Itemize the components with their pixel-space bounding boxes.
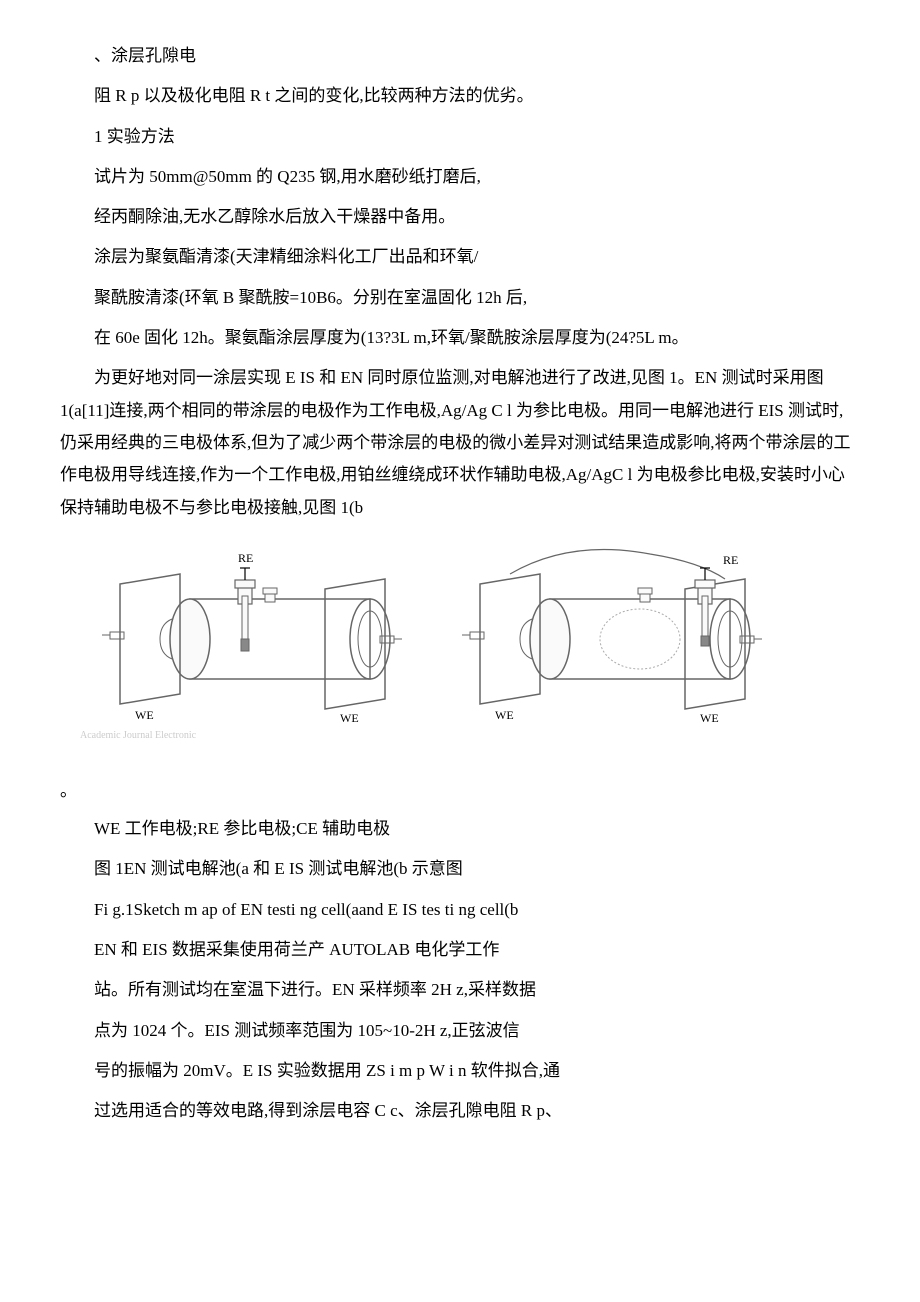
- paragraph: 为更好地对同一涂层实现 E IS 和 EN 同时原位监测,对电解池进行了改进,见…: [60, 362, 860, 523]
- stray-period: 。: [60, 775, 860, 807]
- paragraph: 点为 1024 个。EIS 测试频率范围为 105~10-2H z,正弦波信: [60, 1015, 860, 1047]
- label-we-right: WE: [700, 711, 719, 724]
- figure-caption-cn: 图 1EN 测试电解池(a 和 E IS 测试电解池(b 示意图: [60, 853, 860, 885]
- paragraph: 、涂层孔隙电: [60, 40, 860, 72]
- paragraph: 聚酰胺清漆(环氧 B 聚酰胺=10B6。分别在室温固化 12h 后,: [60, 282, 860, 314]
- paragraph: 涂层为聚氨酯清漆(天津精细涂料化工厂出品和环氧/: [60, 241, 860, 273]
- paragraph: 经丙酮除油,无水乙醇除水后放入干燥器中备用。: [60, 201, 860, 233]
- figure-1: RE WE WE: [60, 544, 860, 745]
- paragraph: EN 和 EIS 数据采集使用荷兰产 AUTOLAB 电化学工作: [60, 934, 860, 966]
- label-we-left: WE: [495, 708, 514, 722]
- figure-row: RE WE WE: [80, 544, 860, 724]
- figure-1b-svg: RE WE WE: [440, 544, 780, 724]
- watermark-text: Academic Journal Electronic: [80, 726, 860, 745]
- paragraph: 号的振幅为 20mV。E IS 实验数据用 ZS i m p W i n 软件拟…: [60, 1055, 860, 1087]
- paragraph: 站。所有测试均在室温下进行。EN 采样频率 2H z,采样数据: [60, 974, 860, 1006]
- paragraph: 在 60e 固化 12h。聚氨酯涂层厚度为(13?3L m,环氧/聚酰胺涂层厚度…: [60, 322, 860, 354]
- section-heading: 1 实验方法: [60, 121, 860, 153]
- label-we-left: WE: [135, 708, 154, 722]
- label-we-right: WE: [340, 711, 359, 724]
- paragraph: 过选用适合的等效电路,得到涂层电容 C c、涂层孔隙电阻 R p、: [60, 1095, 860, 1127]
- label-re: RE: [238, 551, 253, 565]
- label-re: RE: [723, 553, 738, 567]
- paragraph: 阻 R p 以及极化电阻 R t 之间的变化,比较两种方法的优劣。: [60, 80, 860, 112]
- figure-1a-svg: RE WE WE: [80, 544, 420, 724]
- paragraph: 试片为 50mm@50mm 的 Q235 钢,用水磨砂纸打磨后,: [60, 161, 860, 193]
- figure-caption-en: Fi g.1Sketch m ap of EN testi ng cell(aa…: [60, 894, 860, 926]
- figure-legend: WE 工作电极;RE 参比电极;CE 辅助电极: [60, 813, 860, 845]
